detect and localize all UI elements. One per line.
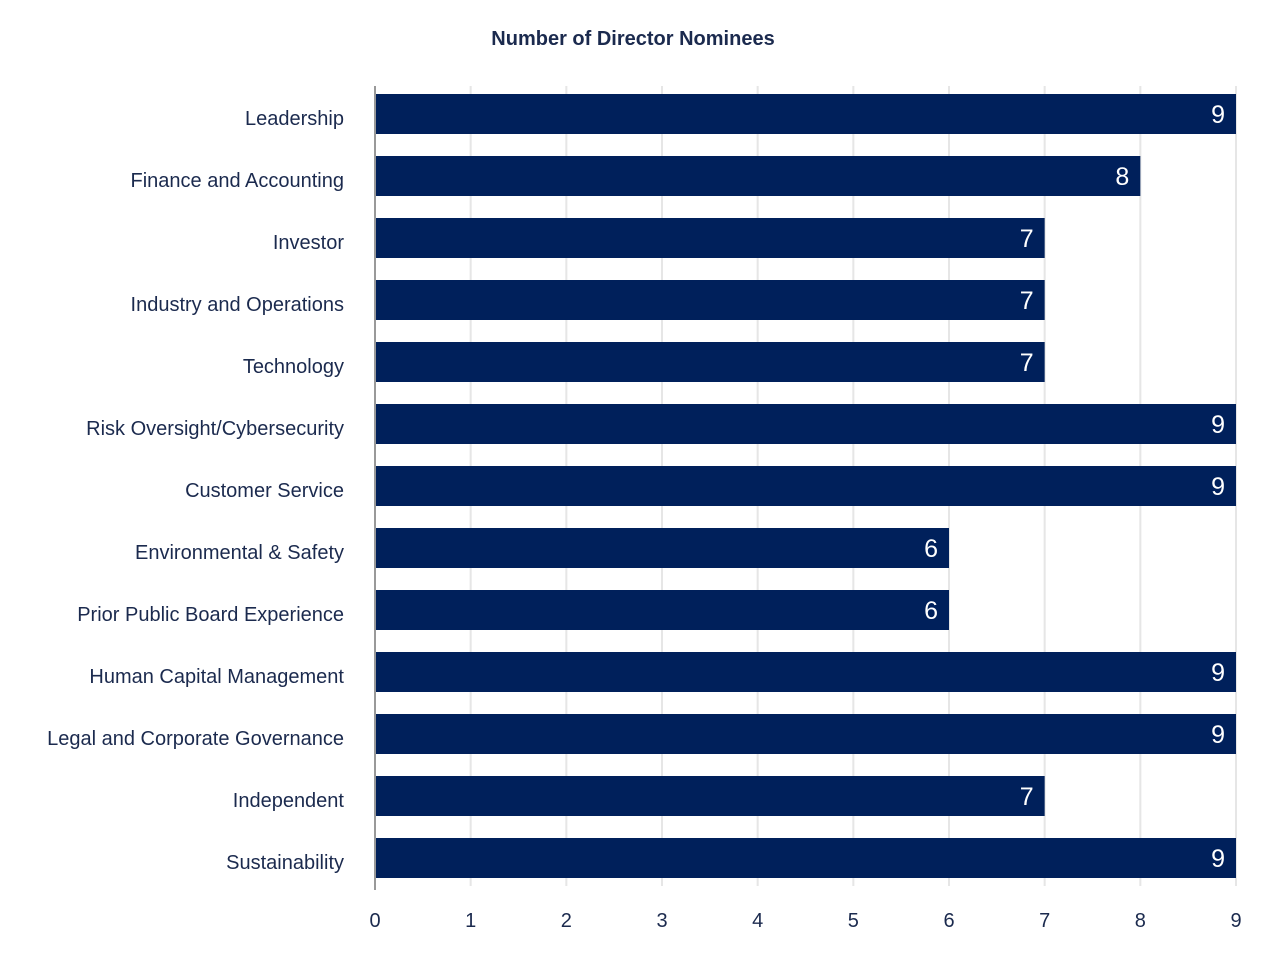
x-tick-label: 8 [1135,910,1146,932]
value-label: 6 [924,535,938,563]
x-tick-label: 1 [465,910,476,932]
value-label: 7 [1020,783,1034,811]
bar [376,528,949,568]
category-label: Finance and Accounting [131,170,345,192]
chart-title: Number of Director Nominees [491,28,774,50]
category-label: Customer Service [185,480,344,502]
bar [376,838,1236,878]
bars [376,94,1236,878]
bar [376,218,1045,258]
category-label: Legal and Corporate Governance [47,728,344,750]
value-label: 9 [1211,411,1225,439]
value-label: 7 [1020,349,1034,377]
bar [376,652,1236,692]
category-label: Sustainability [226,852,344,874]
x-tick-label: 3 [656,910,667,932]
bar [376,590,949,630]
bar [376,466,1236,506]
bar [376,156,1141,196]
value-label: 9 [1211,845,1225,873]
category-label: Industry and Operations [131,294,344,316]
value-label: 7 [1020,287,1034,315]
x-tick-label: 4 [752,910,763,932]
category-label: Leadership [245,108,344,130]
bar [376,94,1236,134]
value-label: 9 [1211,659,1225,687]
category-label: Risk Oversight/Cybersecurity [86,418,344,440]
category-label: Investor [273,232,344,254]
category-label: Human Capital Management [89,666,344,688]
value-label: 6 [924,597,938,625]
category-label: Prior Public Board Experience [77,604,344,626]
value-label: 9 [1211,101,1225,129]
category-label: Technology [243,356,344,378]
category-label: Environmental & Safety [135,542,344,564]
x-tick-label: 9 [1230,910,1241,932]
bar [376,404,1236,444]
x-tick-label: 7 [1039,910,1050,932]
bar [376,714,1236,754]
category-label: Independent [233,790,345,812]
bar [376,280,1045,320]
x-tick-label: 2 [561,910,572,932]
value-labels: 9 8 7 7 7 9 9 6 6 9 9 7 9 [924,101,1225,873]
bar [376,342,1045,382]
value-label: 9 [1211,721,1225,749]
value-label: 7 [1020,225,1034,253]
x-tick-label: 0 [369,910,380,932]
x-tick-labels: 0 1 2 3 4 5 6 7 8 9 [369,910,1241,932]
category-labels: Leadership Finance and Accounting Investor… [47,108,344,874]
bar [376,776,1045,816]
x-tick-label: 5 [848,910,859,932]
value-label: 8 [1115,163,1129,191]
value-label: 9 [1211,473,1225,501]
x-tick-label: 6 [943,910,954,932]
